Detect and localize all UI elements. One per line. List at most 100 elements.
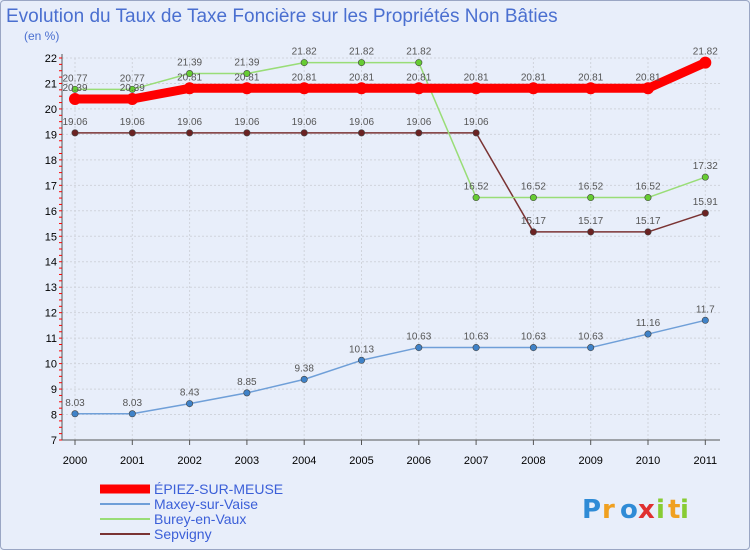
x-tick-label: 2005 (349, 455, 373, 467)
data-point (357, 356, 365, 364)
data-point (298, 82, 311, 95)
legend-item: ÉPIEZ-SUR-MEUSE (100, 481, 283, 497)
grid (62, 57, 720, 441)
data-point (584, 82, 597, 95)
data-point (587, 344, 595, 352)
series-line (74, 61, 707, 199)
data-label: 19.06 (464, 117, 489, 128)
data-label: 21.82 (292, 47, 317, 58)
y-tick-label: 8 (51, 410, 57, 422)
logo-letter: x (638, 495, 655, 525)
y-tick-label: 11 (46, 333, 57, 345)
data-label: 16.52 (635, 182, 660, 193)
logo-letter: r (602, 495, 615, 525)
y-tick-label: 7 (51, 435, 57, 447)
data-label: 15.17 (521, 216, 546, 227)
y-tick-label: 17 (45, 180, 57, 192)
data-point (529, 194, 537, 202)
data-point (701, 316, 709, 324)
y-tick-label: 19 (45, 129, 57, 141)
data-point (300, 375, 308, 383)
legend-label: Maxey-sur-Vaise (154, 496, 258, 512)
data-point (183, 82, 196, 95)
data-point (186, 400, 194, 408)
data-label: 8.85 (237, 377, 257, 388)
chart-title: Evolution du Taux de Taxe Foncière sur l… (6, 6, 558, 27)
data-label: 8.03 (65, 398, 85, 409)
unit-label: (en %) (24, 29, 59, 43)
data-point (642, 82, 654, 95)
data-label: 15.17 (578, 216, 603, 227)
series-line (74, 132, 707, 233)
data-label: 20.77 (120, 73, 145, 84)
data-point (240, 82, 253, 95)
data-point (587, 228, 595, 236)
data-point (644, 330, 652, 338)
data-label: 10.63 (521, 332, 546, 343)
data-point (355, 82, 368, 95)
data-point (71, 85, 79, 93)
data-point (701, 173, 709, 181)
series--piez-sur-meuse: 20.39 20.39 20.81 20.81 20.81 20.81 20.81 20.81… (62, 47, 718, 106)
data-point (71, 410, 79, 418)
x-tick-label: 2009 (578, 455, 602, 467)
data-point (243, 129, 251, 137)
legend: ÉPIEZ-SUR-MEUSEMaxey-sur-VaiseBurey-en-V… (100, 481, 283, 542)
x-tick-label: 2001 (120, 455, 144, 467)
data-label: 10.13 (349, 344, 374, 355)
data-label: 19.06 (120, 117, 145, 128)
data-label: 21.82 (349, 47, 374, 58)
legend-item: Maxey-sur-Vaise (100, 496, 258, 512)
data-point (412, 82, 425, 95)
data-label: 20.81 (349, 72, 374, 83)
series-line (74, 319, 707, 415)
logo-letter: P (582, 495, 601, 525)
data-point (472, 129, 480, 137)
data-point (186, 70, 194, 78)
data-label: 19.06 (349, 117, 374, 128)
y-tick-label: 13 (45, 282, 57, 294)
data-point (128, 129, 136, 137)
data-point (529, 228, 537, 236)
data-label: 20.81 (406, 72, 431, 83)
data-label: 19.06 (406, 117, 431, 128)
data-label: 20.81 (521, 72, 546, 83)
data-label: 15.91 (693, 197, 718, 208)
y-tick-label: 21 (45, 78, 57, 90)
data-label: 11.16 (636, 318, 661, 329)
x-tick-label: 2011 (693, 455, 717, 467)
legend-item: Sepvigny (100, 526, 212, 542)
data-point (701, 209, 709, 217)
logo-letter: i (656, 495, 665, 525)
data-point (644, 194, 652, 202)
data-label: 16.52 (464, 182, 489, 193)
series-layer: 8.03 8.03 8.43 8.85 9.38 10.13 10.63 10.63 10.63… (62, 47, 718, 418)
x-tick-label: 2008 (521, 455, 545, 467)
data-point (472, 194, 480, 202)
data-label: 15.17 (635, 216, 660, 227)
data-point (472, 344, 480, 352)
data-point (644, 228, 652, 236)
data-point (527, 82, 540, 95)
legend-label: Sepvigny (154, 526, 212, 542)
y-tick-label: 22 (45, 53, 57, 65)
data-point (699, 56, 712, 69)
data-label: 21.39 (234, 58, 259, 69)
series-burey-en-vaux: 20.77 20.77 21.39 21.39 21.82 21.82 21.82 16.52… (62, 47, 718, 202)
data-label: 19.06 (62, 117, 87, 128)
data-label: 20.81 (578, 72, 603, 83)
y-tick-label: 16 (45, 206, 57, 218)
data-point (415, 59, 423, 67)
y-tick-label: 18 (45, 155, 57, 167)
data-label: 20.81 (464, 72, 489, 83)
data-label: 11.7 (696, 304, 715, 315)
data-label: 20.81 (234, 72, 259, 83)
data-label: 16.52 (578, 182, 603, 193)
x-tick-label: 2010 (636, 455, 660, 467)
data-label: 8.03 (123, 398, 143, 409)
x-tick-label: 2006 (407, 455, 431, 467)
data-label: 19.06 (292, 117, 317, 128)
data-point (69, 93, 81, 106)
